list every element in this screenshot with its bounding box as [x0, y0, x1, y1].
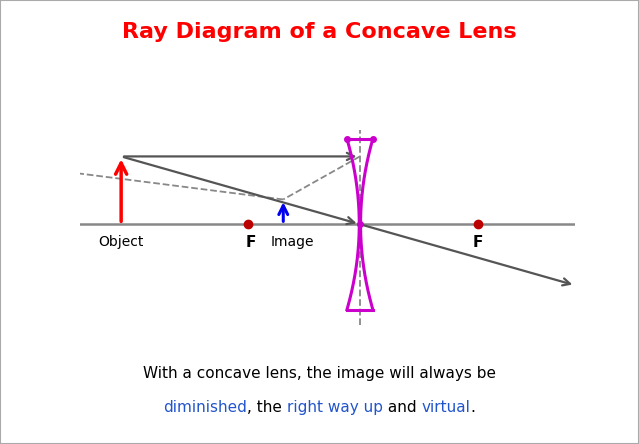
Text: F: F	[245, 235, 256, 250]
Text: With a concave lens, the image will always be: With a concave lens, the image will alwa…	[143, 366, 496, 381]
Text: right way up: right way up	[287, 400, 383, 415]
Text: diminished: diminished	[164, 400, 247, 415]
Text: .: .	[470, 400, 475, 415]
Text: and: and	[383, 400, 422, 415]
Text: , the: , the	[247, 400, 287, 415]
Text: F: F	[473, 235, 483, 250]
Text: Object: Object	[98, 235, 144, 249]
Text: Ray Diagram of a Concave Lens: Ray Diagram of a Concave Lens	[122, 22, 517, 42]
Text: virtual: virtual	[422, 400, 470, 415]
Text: Image: Image	[270, 235, 314, 249]
